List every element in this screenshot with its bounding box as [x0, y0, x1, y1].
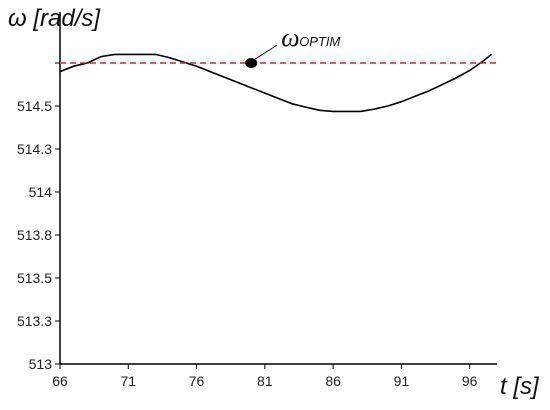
x-tick-label: 86	[325, 373, 341, 389]
y-axis-ticks: 513 513.3 513.5 513.8 514 514.3 514.5	[17, 62, 60, 372]
omega-curve	[59, 53, 492, 113]
x-tick-label: 66	[52, 373, 68, 389]
x-axis-title: t [s]	[500, 373, 540, 400]
y-tick-label: 513.3	[17, 313, 52, 329]
annotation-omega: ω	[281, 23, 299, 52]
y-axis-title: ω [rad/s]	[8, 5, 101, 32]
x-tick-label: 81	[257, 373, 273, 389]
series-layer	[59, 53, 497, 113]
y-tick-label: 514.5	[17, 98, 52, 114]
y-tick-label: 513.5	[17, 270, 52, 286]
x-tick-label: 91	[394, 373, 410, 389]
y-tick-label: 513	[29, 356, 53, 372]
x-tick-label: 71	[120, 373, 136, 389]
y-tick-label: 514	[29, 184, 53, 200]
annotation-layer: ω OPTIM	[245, 23, 341, 68]
x-axis-ticks: 66 71 76 81 86 91 96	[52, 364, 478, 389]
y-tick-label: 514.3	[17, 141, 52, 157]
annotation-subscript: OPTIM	[299, 34, 340, 49]
y-tick-label: 513.8	[17, 227, 52, 243]
x-tick-label: 76	[189, 373, 205, 389]
annotation-leader-line	[254, 44, 278, 60]
axes	[59, 12, 497, 365]
x-tick-label: 96	[462, 373, 478, 389]
optim-marker-dot	[245, 58, 258, 68]
